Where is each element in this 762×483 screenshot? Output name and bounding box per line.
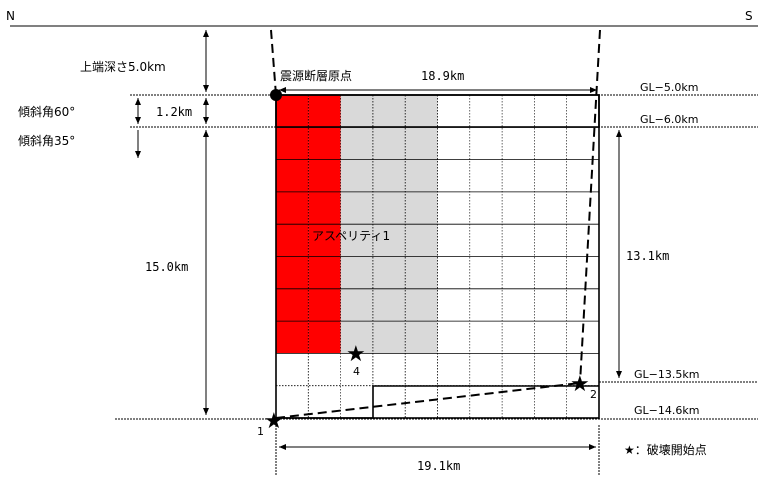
asperity-strong-cell [276,288,309,322]
start-point-star-4: ★ [346,342,366,367]
dip35-label: 傾斜角35° [18,134,75,148]
asperity-strong-cell [308,127,341,160]
fault-step [276,385,599,419]
asperity-weak-cell [372,321,406,354]
arrow-right-up [616,130,622,137]
dip35-arrow-down [135,151,141,158]
asperity-weak-cell [340,127,373,160]
asperity-strong-cell [308,95,341,128]
asperity-strong-cell [276,256,309,289]
asperity-strong-cell [276,159,309,192]
asperity-weak-cell [372,191,406,225]
south-label: S [745,9,753,23]
height-right-label: 13.1km [626,249,669,263]
asperity-weak-cell [405,159,438,192]
asperity-strong-cell [308,256,341,289]
depth-label-6: GL−6.0km [640,113,698,126]
start-point-label-1: 1 [257,425,264,438]
arrow-right-bottom [589,444,596,450]
start-point-star-2: ★ [570,372,590,397]
asperity-strong-cell [308,191,341,225]
asperity-weak-cell [340,95,373,128]
asperity-weak-cell [405,288,438,322]
arrow-total-up [203,130,209,137]
top-depth-label: 上端深さ5.0km [80,60,166,74]
asperity-strong-cell [276,191,309,225]
dip60-arrow-up [135,98,141,105]
asperity-strong-cell [308,321,341,354]
legend-label: ★：破壊開始点 [624,442,707,457]
asperity-weak-cell [372,127,406,160]
dip60-label: 傾斜角60° [18,105,75,119]
arrow-left-bottom [279,444,286,450]
asperity-weak-cell [340,191,373,225]
asperity-weak-cell [372,95,406,128]
depth-label-13: GL−13.5km [634,368,699,381]
asperity-weak-cell [340,159,373,192]
width-top-label: 18.9km [421,69,464,83]
asperity-weak-cell [372,256,406,289]
start-point-label-4: 4 [353,365,360,378]
arrow-short-up [203,98,209,105]
start-point-star-1: ★ [264,409,284,434]
origin-dot [270,89,282,101]
dashed-bottom [275,382,581,419]
asperity-weak-cell [340,288,373,322]
depth-label-14: GL−14.6km [634,404,699,417]
arrow-top-depth-down [203,85,209,92]
arrow-right-top [590,87,597,93]
arrow-short-down [203,117,209,124]
depth-label-5: GL−5.0km [640,81,698,94]
dip60-arrow-down [135,117,141,124]
asperity-weak-cell [405,321,438,354]
asperity-strong-cell [308,159,341,192]
asperity-weak-cell [372,159,406,192]
asperity-label: アスペリティ1 [312,229,390,243]
asperity-weak-cell [340,256,373,289]
asperity-cells [276,95,438,354]
asperity-strong-cell [308,288,341,322]
width-bottom-label: 19.1km [417,459,460,473]
asperity-strong-cell [276,95,309,128]
north-label: N [6,9,15,23]
start-point-label-2: 2 [590,388,597,401]
asperity-weak-cell [405,127,438,160]
arrow-left-top [279,87,286,93]
asperity-strong-cell [276,321,309,354]
asperity-weak-cell [405,191,438,225]
asperity-weak-cell [405,95,438,128]
asperity-strong-cell [308,224,341,257]
asperity-weak-cell [405,224,438,257]
origin-label: 震源断層原点 [280,68,352,83]
dashed-right [579,29,601,384]
asperity-weak-cell [372,224,406,257]
asperity-weak-cell [372,288,406,322]
asperity-strong-cell [276,127,309,160]
asperity-weak-cell [340,321,373,354]
arrow-total-down [203,408,209,415]
arrow-top-depth-up [203,30,209,37]
height-short-label: 1.2km [156,105,192,119]
height-total-label: 15.0km [145,260,188,274]
arrow-right-down [616,371,622,378]
asperity-strong-cell [276,224,309,257]
asperity-weak-cell [405,256,438,289]
dashed-left [270,29,277,96]
asperity-weak-cell [340,224,373,257]
